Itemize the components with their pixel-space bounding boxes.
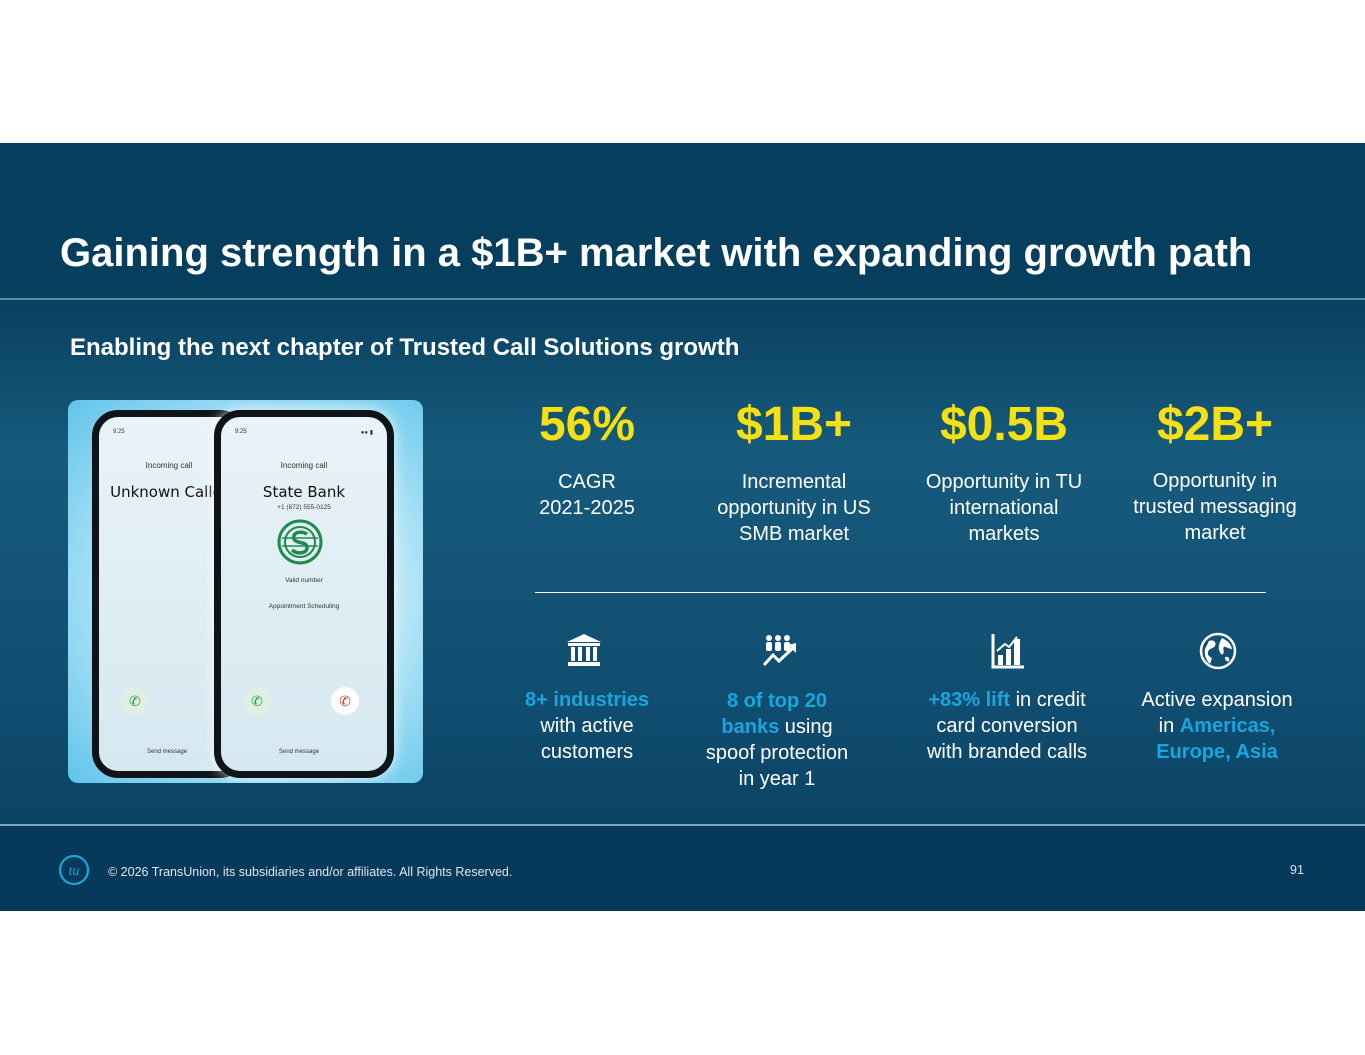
body-text: with active [540, 715, 634, 737]
footer-divider [0, 824, 1365, 826]
body-text: card conversion [936, 715, 1078, 737]
valid-number-label: Valid number [285, 577, 323, 584]
stats-divider [535, 592, 1266, 593]
title-divider [0, 298, 1365, 300]
stat-value: $1B+ [735, 398, 853, 451]
highlight-text: banks [721, 716, 780, 738]
send-message-label: Send message [279, 749, 320, 755]
phone-state-bank: 9:25 ●● ▮ Incoming call State Bank +1 (8… [214, 410, 394, 778]
copyright-text: © 2026 TransUnion, its subsidiaries and/… [108, 865, 513, 879]
body-text: Active expansion [1141, 689, 1293, 711]
feature-text: 8 of top 20 banks using spoof protection in… [667, 688, 887, 792]
stat-label: Opportunity in TU international markets [925, 471, 1083, 545]
highlight-text: 8+ industries [525, 689, 649, 711]
phone-time: 9:25 [235, 429, 247, 435]
bank-icon [564, 630, 604, 670]
phones-image: 9:25 Incoming call Unknown Caller ✆ Send… [68, 400, 423, 783]
page-number: 91 [1290, 863, 1304, 877]
stat-value: $2B+ [1156, 398, 1274, 451]
footer [0, 826, 1365, 911]
body-text: in credit [1010, 689, 1086, 711]
svg-text:tu: tu [69, 864, 80, 879]
body-text: with branded calls [926, 741, 1088, 763]
slide: Gaining strength in a $1B+ market with e… [0, 143, 1365, 911]
send-message-label: Send message [147, 749, 188, 755]
stat-label: Incremental opportunity in US SMB market [717, 471, 871, 545]
caller-name: Unknown Caller [110, 483, 228, 501]
accept-call-icon: ✆ [243, 687, 271, 715]
bar-chart-icon [988, 631, 1028, 671]
feature-text: +83% lift in credit card conversion with b… [897, 687, 1117, 765]
status-icons: ●● ▮ [360, 430, 373, 436]
stat-value: $0.5B [939, 398, 1069, 451]
people-growth-icon [760, 631, 800, 671]
slide-title: Gaining strength in a $1B+ market with e… [60, 231, 1253, 275]
decline-call-icon: ✆ [331, 687, 359, 715]
body-text: spoof protection [705, 742, 849, 764]
body-text: in [1158, 715, 1180, 737]
phone-time: 9:25 [113, 429, 125, 435]
feature-text: Active expansion in Americas, Europe, Asia [1107, 687, 1327, 765]
accept-call-icon: ✆ [121, 687, 149, 715]
body-text: customers [540, 741, 634, 763]
incoming-call-label: Incoming call [280, 461, 328, 470]
globe-icon [1198, 631, 1238, 671]
transunion-logo: tu [58, 854, 90, 886]
feature-text: 8+ industries with active customers [477, 687, 697, 765]
highlight-text: +83% lift [928, 689, 1011, 711]
body-text: using [779, 716, 833, 738]
highlight-text: Americas, [1179, 715, 1276, 737]
caller-number: +1 (872) 555-0125 [277, 504, 331, 511]
stat-label: Opportunity in trusted messaging market [1133, 470, 1297, 544]
incoming-call-label: Incoming call [145, 461, 193, 470]
bank-logo-icon [276, 518, 324, 566]
highlight-text: 8 of top 20 [726, 690, 827, 712]
highlight-text: Europe, Asia [1156, 741, 1278, 763]
title-band [0, 143, 1365, 299]
call-reason-label: Appointment Scheduling [268, 603, 340, 610]
slide-subtitle: Enabling the next chapter of Trusted Cal… [70, 334, 740, 361]
stat-label: CAGR 2021-2025 [539, 471, 635, 519]
caller-name: State Bank [262, 483, 346, 501]
stat-value: 56% [538, 398, 636, 451]
body-text: in year 1 [738, 768, 816, 790]
